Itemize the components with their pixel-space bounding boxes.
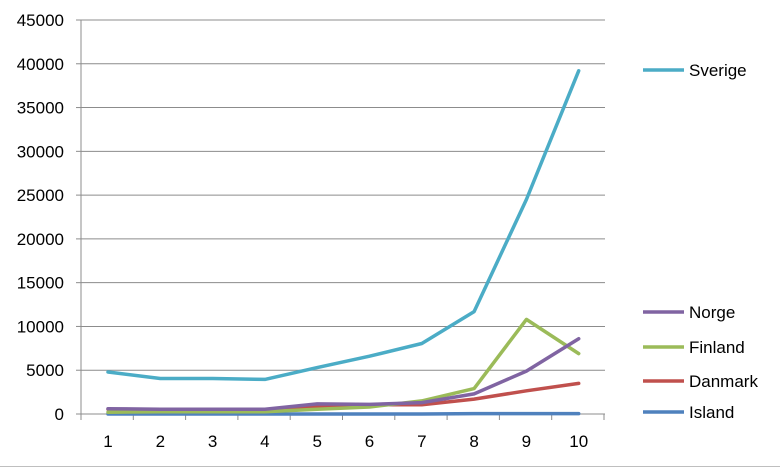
x-tick-label: 4: [260, 432, 269, 451]
y-tick-label: 25000: [17, 186, 64, 205]
legend-label-finland: Finland: [689, 338, 745, 357]
x-tick-label: 1: [103, 432, 112, 451]
x-tick-label: 6: [365, 432, 374, 451]
y-tick-label: 45000: [17, 11, 64, 30]
y-tick-label: 10000: [17, 317, 64, 336]
bottom-border: [0, 466, 780, 467]
y-tick-label: 15000: [17, 274, 64, 293]
x-tick-label: 2: [156, 432, 165, 451]
x-tick-label: 5: [312, 432, 321, 451]
legend-label-norge: Norge: [689, 303, 735, 322]
y-axis-tick-labels: 0 5000 10000 15000 20000 25000 30000 35000 40000…: [17, 11, 64, 424]
series-line-sverige: [106, 69, 581, 382]
y-tick-label: 5000: [26, 361, 64, 380]
legend: Sverige Norge Finland Danmark Island: [643, 61, 758, 422]
x-axis-tick-labels: 1 2 3 4 5 6 7 8 9 10: [103, 432, 588, 451]
gridlines: [81, 19, 605, 371]
axes: [76, 19, 605, 420]
x-tick-label: 9: [522, 432, 531, 451]
legend-label-sverige: Sverige: [689, 61, 747, 80]
x-tick-label: 3: [208, 432, 217, 451]
y-tick-label: 0: [55, 405, 64, 424]
y-tick-label: 40000: [17, 55, 64, 74]
legend-label-danmark: Danmark: [689, 372, 758, 391]
y-tick-label: 35000: [17, 99, 64, 118]
series-lines: [106, 69, 581, 416]
y-tick-label: 20000: [17, 230, 64, 249]
x-tick-label: 10: [569, 432, 588, 451]
legend-label-island: Island: [689, 403, 734, 422]
y-tick-label: 30000: [17, 142, 64, 161]
series-line-finland: [106, 317, 581, 414]
x-tick-label: 7: [417, 432, 426, 451]
x-tick-label: 8: [469, 432, 478, 451]
series-line-norge: [106, 336, 581, 411]
